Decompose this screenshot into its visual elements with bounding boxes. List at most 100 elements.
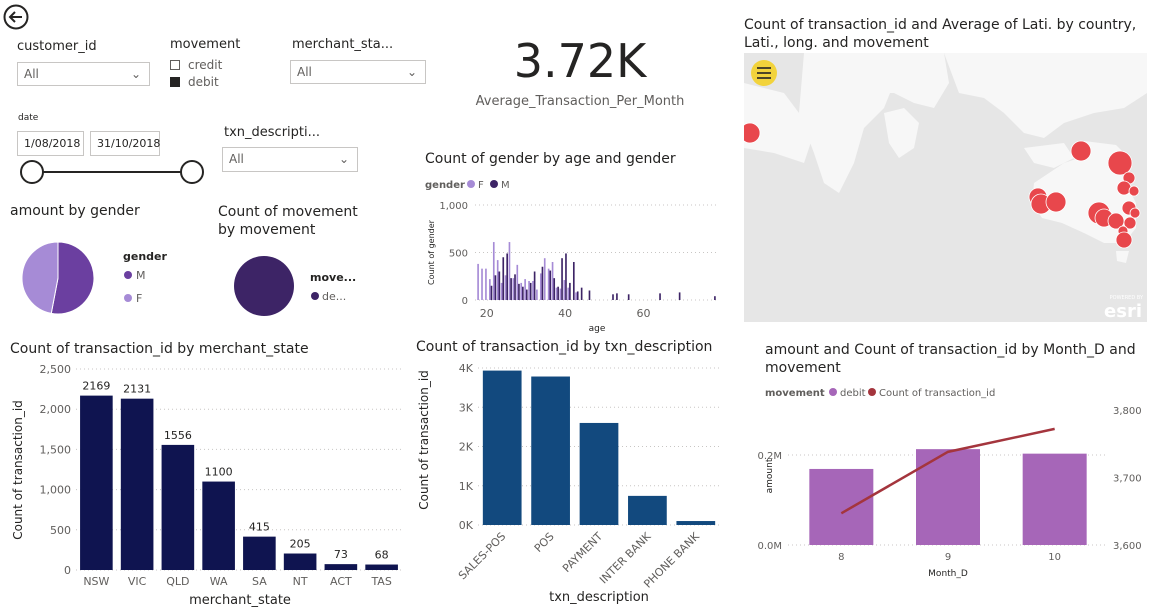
bar-inter-bank[interactable] [628,495,667,525]
bar-age-32-f[interactable] [532,281,534,300]
bar-age-30-f[interactable] [524,279,526,300]
slider-handle-end[interactable] [180,160,204,184]
movement-option-debit[interactable]: debit [170,73,222,90]
pie-slice-m[interactable] [50,241,95,315]
bar-age-36-m[interactable] [549,270,552,300]
bar-pos[interactable] [531,376,570,525]
bar-age-33-f[interactable] [536,289,538,300]
bar-payment[interactable] [579,422,619,525]
count-line[interactable] [840,427,1055,515]
age-chart-legend-title: gender [425,180,465,191]
bar-age-18-f[interactable] [477,263,479,300]
bar-age-39-f[interactable] [559,288,562,300]
txn-description-slicer-label: txn_descripti... [224,125,321,140]
bar-age-19-f[interactable] [481,268,483,300]
bar-age-36-f[interactable] [547,268,550,300]
bar-age-64-m[interactable] [659,293,661,300]
pie-slice-f[interactable] [21,241,59,314]
bar-age-30-m[interactable] [525,289,528,300]
bar-age-37-f[interactable] [551,262,554,300]
bar-month-8[interactable] [809,468,874,545]
bar-age-25-f[interactable] [504,275,507,300]
date-start-input[interactable]: 1/08/2018 [17,131,84,156]
y-axis-title: Count of gender [427,219,436,285]
merchant-state-dropdown[interactable]: All ⌄ [290,60,426,84]
bar-age-78-m[interactable] [714,296,716,300]
bar-act[interactable] [324,564,358,570]
y2-tick-label: 3,700 [1113,474,1142,485]
y-tick-label: 2K [459,441,474,454]
bar-age-24-f[interactable] [500,282,503,300]
date-end-input[interactable]: 31/10/2018 [90,131,160,156]
bar-age-39-m[interactable] [561,258,563,300]
bar-age-38-m[interactable] [557,286,559,300]
bar-age-37-m[interactable] [553,278,556,300]
bar-age-52-m[interactable] [612,294,614,300]
bar-age-21-f[interactable] [489,279,491,300]
x-tick-label: POS [532,530,557,555]
map-visual[interactable]: POWERED BY esri [744,53,1147,322]
movement-option-credit[interactable]: credit [170,56,222,73]
bar-age-25-m[interactable] [506,253,509,300]
bar-age-41-m[interactable] [569,282,571,300]
bar-age-43-m[interactable] [576,291,579,300]
date-range-slider[interactable] [16,158,208,188]
bar-age-28-m[interactable] [518,283,520,300]
bar-age-56-m[interactable] [627,294,630,300]
bar-nt[interactable] [283,553,317,570]
bar-month-10[interactable] [1022,453,1087,545]
bar-age-29-m[interactable] [522,286,524,300]
bar-age-26-f[interactable] [508,242,511,300]
bar-age-43-f[interactable] [575,292,577,300]
bar-age-38-f[interactable] [555,287,558,300]
bar-phone-bank[interactable] [676,521,716,525]
bar-age-53-m[interactable] [616,293,618,300]
bar-age-29-f[interactable] [520,282,523,300]
bar-age-41-f[interactable] [567,287,570,300]
txn-description-dropdown[interactable]: All ⌄ [222,147,358,172]
bar-age-22-m[interactable] [494,275,497,300]
map-title: Count of transaction_id and Average of L… [744,17,1137,51]
bar-sales-pos[interactable] [482,370,522,525]
bar-age-46-m[interactable] [588,290,591,301]
slider-handle-start[interactable] [20,160,44,184]
bar-age-34-f[interactable] [539,273,542,300]
bar-sa[interactable] [243,536,276,570]
bar-age-20-f[interactable] [485,268,487,300]
age-gender-bar-chart[interactable]: gender F M 0 500 1,000 20 40 60 age Count of ge… [420,172,730,337]
bar-vic[interactable] [120,398,154,570]
bar-age-23-f[interactable] [496,260,499,300]
map-bubbles[interactable] [744,122,1141,249]
bar-tas[interactable] [365,564,398,570]
bar-age-21-m[interactable] [490,285,493,300]
pie-slice-debit[interactable] [234,256,294,316]
bar-age-32-m[interactable] [533,271,536,301]
bar-age-23-m[interactable] [498,271,501,301]
bar-wa[interactable] [202,481,235,570]
bar-age-28-f[interactable] [516,264,519,300]
month-combo-chart[interactable]: movement debit Count of transaction_id 0… [758,380,1158,580]
movement-pie-chart[interactable]: move... de... [226,250,366,322]
customer-id-dropdown[interactable]: All ⌄ [17,62,150,86]
bar-age-35-f[interactable] [543,258,546,300]
bar-age-40-f[interactable] [563,280,566,300]
bar-age-34-m[interactable] [541,266,544,300]
bar-age-31-m[interactable] [529,282,532,300]
gender-pie-chart[interactable]: gender M F [20,232,200,327]
bar-age-31-f[interactable] [528,281,530,300]
bar-age-69-m[interactable] [678,292,681,300]
back-arrow-icon[interactable] [2,3,30,31]
bar-qld[interactable] [161,444,195,570]
bar-age-44-m[interactable] [580,287,583,300]
bar-age-27-f[interactable] [512,278,515,300]
bar-age-40-m[interactable] [565,253,567,300]
bar-age-42-m[interactable] [572,262,575,300]
data-label: 415 [249,521,270,534]
bar-age-22-f[interactable] [492,242,495,300]
bar-age-27-m[interactable] [514,274,516,300]
merchant-state-bar-chart[interactable]: 0 500 1,000 1,500 2,000 2,500 2169 NSW 2131 VIC 15… [0,358,410,613]
bar-age-24-m[interactable] [502,257,505,300]
bar-age-26-m[interactable] [510,278,512,300]
bar-nsw[interactable] [80,395,113,570]
